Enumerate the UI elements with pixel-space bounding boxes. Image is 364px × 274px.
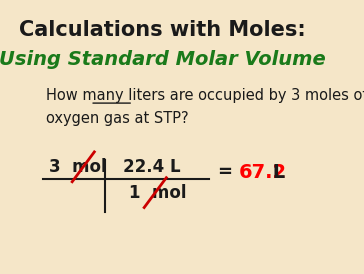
Text: Calculations with Moles:: Calculations with Moles:: [19, 20, 305, 40]
Text: Using Standard Molar Volume: Using Standard Molar Volume: [0, 50, 325, 69]
Text: 67.2: 67.2: [238, 163, 286, 182]
Text: 22.4 L: 22.4 L: [123, 158, 181, 176]
Text: 1  mol: 1 mol: [129, 184, 186, 202]
Text: L: L: [266, 163, 285, 182]
Text: =: =: [218, 163, 233, 181]
Text: How many liters are occupied by 3 moles of: How many liters are occupied by 3 moles …: [46, 88, 364, 103]
Text: oxygen gas at STP?: oxygen gas at STP?: [46, 111, 189, 126]
Text: 3  mol: 3 mol: [49, 158, 106, 176]
